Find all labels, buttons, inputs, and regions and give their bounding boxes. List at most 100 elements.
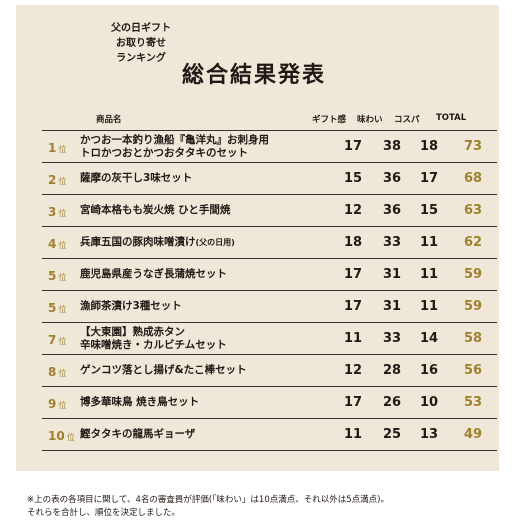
taste-score: 33 xyxy=(382,235,402,250)
cospa-score: 17 xyxy=(419,171,439,186)
taste-score: 33 xyxy=(382,331,402,346)
ranking-table: 1 位かつお一本釣り漁船『亀洋丸』お刺身用 トロかつおとかつおタタキのセット 17 38… xyxy=(42,130,497,451)
taste-score: 28 xyxy=(382,363,402,378)
total-score: 49 xyxy=(463,427,483,442)
product-name-line1: 【大東園】熟成赤タン xyxy=(80,325,185,338)
table-row: 5 位鹿児島県産うなぎ長蒲焼セット 17 31 11 59 xyxy=(42,258,497,291)
product-name-cell: 兵庫五国の豚肉味噌漬け(父の日用) xyxy=(80,227,331,259)
total-score: 73 xyxy=(463,139,483,154)
rank-number: 4 xyxy=(48,237,57,251)
taste-score: 38 xyxy=(382,139,402,154)
product-name-line1: 鰹タタキの龍馬ギョーザ xyxy=(80,428,196,440)
product-name-cell: ゲンコツ落とし揚げ&たこ棒セット xyxy=(80,355,331,387)
taste-score: 31 xyxy=(382,299,402,314)
gift-score: 18 xyxy=(343,235,363,250)
column-header-total: TOTAL xyxy=(436,113,467,123)
rank-unit: 位 xyxy=(58,241,67,250)
total-score: 59 xyxy=(463,267,483,282)
column-header-cospa: コスパ xyxy=(394,115,420,125)
gift-score: 17 xyxy=(343,395,363,410)
product-name-line1: 兵庫五国の豚肉味噌漬け(父の日用) xyxy=(80,236,235,248)
gift-score: 17 xyxy=(343,139,363,154)
product-name-cell: 宮崎本格もも炭火焼 ひと手間焼 xyxy=(80,195,331,227)
table-row: 4 位 兵庫五国の豚肉味噌漬け(父の日用) 18 33 11 62 xyxy=(42,226,497,259)
rank-number: 9 xyxy=(48,397,57,411)
product-name-suffix: (父の日用) xyxy=(195,238,235,247)
rank-number: 2 xyxy=(48,173,57,187)
rank-number: 1 xyxy=(48,141,57,155)
product-name-cell: 【大東園】熟成赤タン 辛味噌焼き・カルビチムセット xyxy=(80,323,331,355)
column-header-taste: 味わい xyxy=(357,115,383,125)
column-header-gift: ギフト感 xyxy=(312,115,347,125)
product-name-cell: かつお一本釣り漁船『亀洋丸』お刺身用 トロかつおとかつおタタキのセット xyxy=(80,131,331,163)
ranking-label-line2: お取り寄せ xyxy=(116,38,166,49)
gift-score: 15 xyxy=(343,171,363,186)
table-row: 9 位博多華味鳥 焼き鳥セット 17 26 10 53 xyxy=(42,386,497,419)
page-title: 総合結果発表 xyxy=(182,63,327,88)
product-name-cell: 鹿児島県産うなぎ長蒲焼セット xyxy=(80,259,331,291)
taste-score: 36 xyxy=(382,203,402,218)
cospa-score: 15 xyxy=(419,203,439,218)
total-score: 68 xyxy=(463,171,483,186)
gift-score: 11 xyxy=(343,427,363,442)
rank-unit: 位 xyxy=(58,369,67,378)
product-name-cell: 鰹タタキの龍馬ギョーザ xyxy=(80,419,331,451)
table-row: 1 位かつお一本釣り漁船『亀洋丸』お刺身用 トロかつおとかつおタタキのセット 17 38… xyxy=(42,130,497,163)
footnote-line2: それらを合計し、順位を決定しました。 xyxy=(27,508,181,518)
table-row: 10 位鰹タタキの龍馬ギョーザ 11 25 13 49 xyxy=(42,418,497,451)
ranking-label-line1: 父の日ギフト xyxy=(111,23,171,34)
gift-score: 12 xyxy=(343,363,363,378)
rank-unit: 位 xyxy=(66,433,75,442)
footnote-line1: ※上の表の各項目に関して、4名の審査員が評価(「味わい」は10点満点、それ以外は… xyxy=(27,495,389,505)
rank-number: 10 xyxy=(48,429,65,443)
ranking-label: 父の日ギフト お取り寄せ ランキング xyxy=(96,21,186,66)
table-row: 2 位薩摩の灰干し3味セット 15 36 17 68 xyxy=(42,162,497,195)
gift-score: 11 xyxy=(343,331,363,346)
cospa-score: 13 xyxy=(419,427,439,442)
rank-unit: 位 xyxy=(58,305,67,314)
table-row: 7 位 【大東園】熟成赤タン 辛味噌焼き・カルビチムセット 11 33 14 58 xyxy=(42,322,497,355)
product-name-line1: 漁師茶漬け3種セット xyxy=(80,300,182,312)
taste-score: 25 xyxy=(382,427,402,442)
product-name-line1: 博多華味鳥 焼き鳥セット xyxy=(80,396,200,408)
cospa-score: 11 xyxy=(419,267,439,282)
rank-unit: 位 xyxy=(58,145,67,154)
gift-score: 17 xyxy=(343,267,363,282)
cospa-score: 10 xyxy=(419,395,439,410)
rank-number: 5 xyxy=(48,301,57,315)
table-row: 8 位ゲンコツ落とし揚げ&たこ棒セット 12 28 16 56 xyxy=(42,354,497,387)
taste-score: 26 xyxy=(382,395,402,410)
ranking-label-line3: ランキング xyxy=(116,53,166,64)
table-row: 5 位漁師茶漬け3種セット 17 31 11 59 xyxy=(42,290,497,323)
cospa-score: 14 xyxy=(419,331,439,346)
product-name-cell: 博多華味鳥 焼き鳥セット xyxy=(80,387,331,419)
product-name-line1: 薩摩の灰干し3味セット xyxy=(80,172,193,184)
total-score: 58 xyxy=(463,331,483,346)
product-name-line2: トロかつおとかつおタタキのセット xyxy=(80,146,248,159)
cospa-score: 11 xyxy=(419,235,439,250)
total-score: 53 xyxy=(463,395,483,410)
cospa-score: 18 xyxy=(419,139,439,154)
rank-cell: 10 位 xyxy=(42,419,80,451)
gift-score: 12 xyxy=(343,203,363,218)
rank-number: 7 xyxy=(48,333,57,347)
rank-number: 3 xyxy=(48,205,57,219)
gift-score: 17 xyxy=(343,299,363,314)
total-score: 62 xyxy=(463,235,483,250)
taste-score: 36 xyxy=(382,171,402,186)
rank-unit: 位 xyxy=(58,337,67,346)
rank-number: 5 xyxy=(48,269,57,283)
footnote: ※上の表の各項目に関して、4名の審査員が評価(「味わい」は10点満点、それ以外は… xyxy=(27,494,507,520)
product-name-cell: 漁師茶漬け3種セット xyxy=(80,291,331,323)
cospa-score: 11 xyxy=(419,299,439,314)
rank-unit: 位 xyxy=(58,401,67,410)
total-score: 63 xyxy=(463,203,483,218)
product-name-line1: ゲンコツ落とし揚げ&たこ棒セット xyxy=(80,364,247,376)
